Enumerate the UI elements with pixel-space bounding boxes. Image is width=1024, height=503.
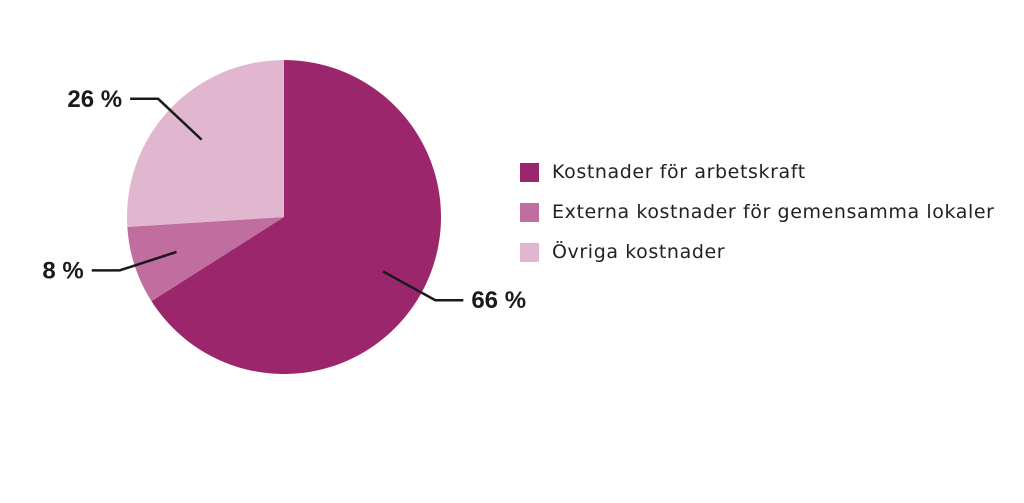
legend-item-arbetskraft: Kostnader för arbetskraft <box>520 152 995 192</box>
legend-label: Externa kostnader för gemensamma lokaler <box>552 201 995 223</box>
value-label-ovriga: 26 % <box>67 86 122 113</box>
legend-label: Övriga kostnader <box>552 241 726 263</box>
legend-item-ovriga: Övriga kostnader <box>520 232 995 272</box>
leader-line-ovriga <box>130 97 203 141</box>
value-labels: 66 % 8 % 26 % <box>42 86 526 314</box>
legend-item-externa-lokaler: Externa kostnader för gemensamma lokaler <box>520 192 995 232</box>
value-label-externa-lokaler: 8 % <box>42 257 83 284</box>
leader-lines <box>91 97 464 302</box>
legend-swatch <box>520 162 539 182</box>
leader-line-arbetskraft <box>382 270 464 302</box>
slice-externa-lokaler <box>127 217 284 302</box>
slice-arbetskraft <box>151 60 441 374</box>
slice-ovriga <box>127 59 284 227</box>
pie-slices <box>127 59 441 374</box>
legend-swatch <box>520 242 539 262</box>
legend-label: Kostnader för arbetskraft <box>552 161 806 183</box>
legend-swatch <box>520 202 539 222</box>
value-label-arbetskraft: 66 % <box>471 287 526 314</box>
leader-line-externa-lokaler <box>91 250 177 272</box>
legend: Kostnader för arbetskraft Externa kostna… <box>520 152 995 272</box>
